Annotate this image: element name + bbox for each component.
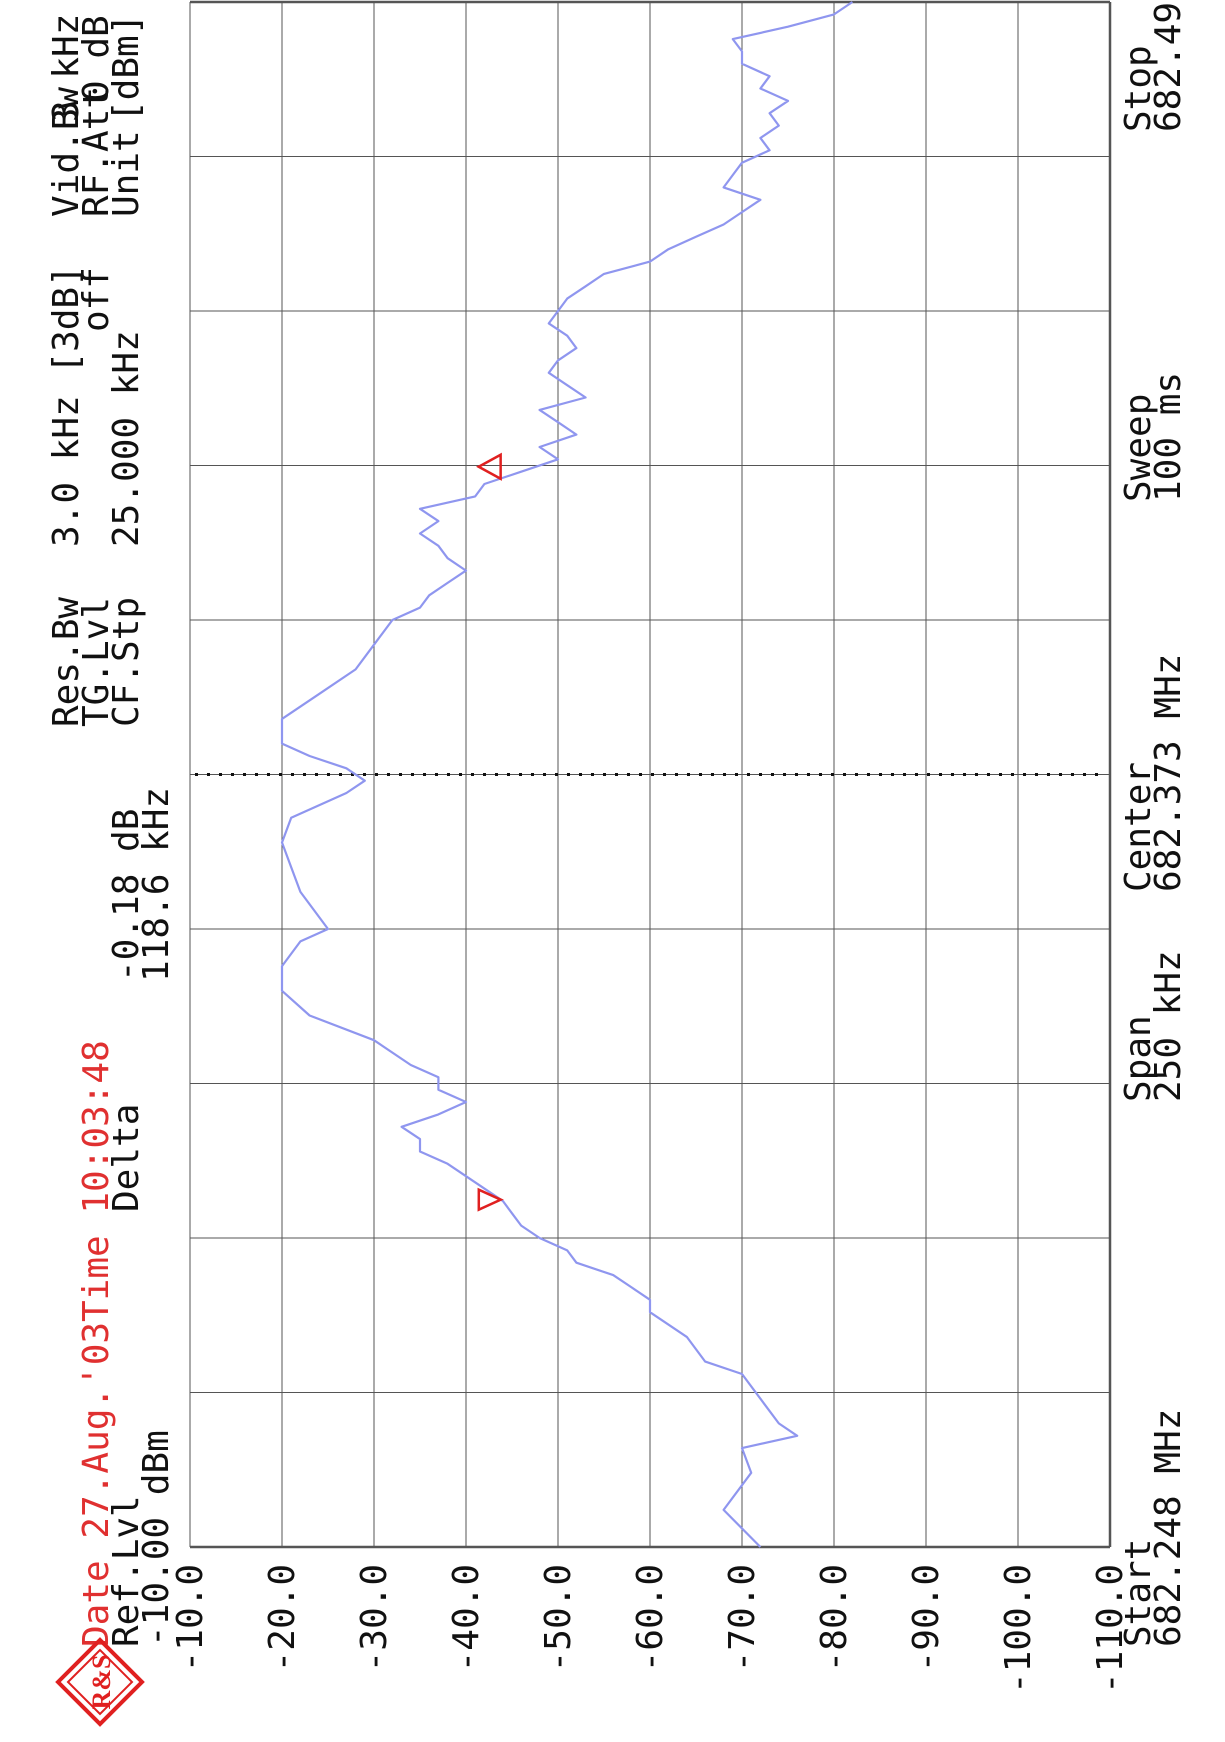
delta-db-value: -0.18 dB — [106, 809, 147, 982]
span-value: 250 kHz — [1148, 950, 1189, 1102]
ref-level-label: Ref.Lvl — [106, 1495, 147, 1647]
y-tick-label: -100.0 — [998, 1564, 1039, 1694]
y-tick-label: -40.0 — [446, 1564, 487, 1672]
cf-step-value: 25.000 kHz — [106, 330, 147, 547]
y-tick-label: -110.0 — [1090, 1564, 1131, 1694]
span-label: Span — [1118, 1015, 1159, 1102]
y-tick-label: -80.0 — [814, 1564, 855, 1672]
rf-att-value: 0 dB — [76, 15, 117, 102]
start-label: Start — [1118, 1539, 1159, 1647]
delta-marker — [476, 452, 502, 481]
tg-level-value: off — [76, 267, 117, 332]
sweep-value: 100 ms — [1148, 372, 1189, 502]
tg-level-label: TG.Lvl — [76, 597, 117, 727]
res-bw-value: 3.0 kHz [3dB] — [46, 265, 87, 547]
y-tick-label: -30.0 — [354, 1564, 395, 1672]
y-tick-label: -50.0 — [538, 1564, 579, 1672]
y-tick-label: -90.0 — [906, 1564, 947, 1672]
unit-label: Unit — [106, 130, 147, 217]
time-label: Time 10:03:48 — [76, 1040, 117, 1322]
y-tick-label: -70.0 — [722, 1564, 763, 1672]
spectrum-trace — [280, 1, 854, 1548]
header-block: Date 27.Aug.'03 Time 10:03:48 Ref.Lvl -1… — [46, 14, 177, 1647]
rf-att-label: RF.Att — [76, 87, 117, 217]
vid-bw-label: Vid.Bw — [46, 87, 87, 217]
stop-value: 682.498 MHz — [1148, 0, 1189, 132]
rs-logo-text: R&S — [87, 1655, 116, 1710]
y-tick-label: -10.0 — [170, 1564, 211, 1672]
start-value: 682.248 MHz — [1148, 1409, 1189, 1647]
date-label: Date 27.Aug.'03 — [76, 1322, 117, 1647]
unit-value: [dBm] — [106, 14, 147, 122]
y-tick-label: -20.0 — [262, 1564, 303, 1672]
ref-level-value: -10.00 dBm — [136, 1430, 177, 1647]
sweep-label: Sweep — [1118, 394, 1159, 502]
center-label: Center — [1118, 762, 1159, 892]
rs-logo: R&S — [55, 1637, 145, 1727]
reference-marker — [477, 1187, 504, 1212]
center-value: 682.373 MHz — [1148, 654, 1189, 892]
cf-step-label: CF.Stp — [106, 597, 147, 727]
y-tick-label: -60.0 — [630, 1564, 671, 1672]
res-bw-label: Res.Bw — [46, 597, 87, 727]
delta-label: Delta — [106, 1104, 147, 1212]
stop-label: Stop — [1118, 45, 1159, 132]
footer-block: Start 682.248 MHz Span 250 kHz Center 68… — [1118, 0, 1189, 1647]
markers — [476, 452, 504, 1212]
delta-freq-value: 118.6 kHz — [136, 787, 177, 982]
vid-bw-value: 3 kHz — [46, 14, 87, 122]
y-tick-labels: -10.0 -20.0 -30.0 -40.0 -50.0 -60.0 -70.0 -80.0… — [170, 1564, 1131, 1694]
